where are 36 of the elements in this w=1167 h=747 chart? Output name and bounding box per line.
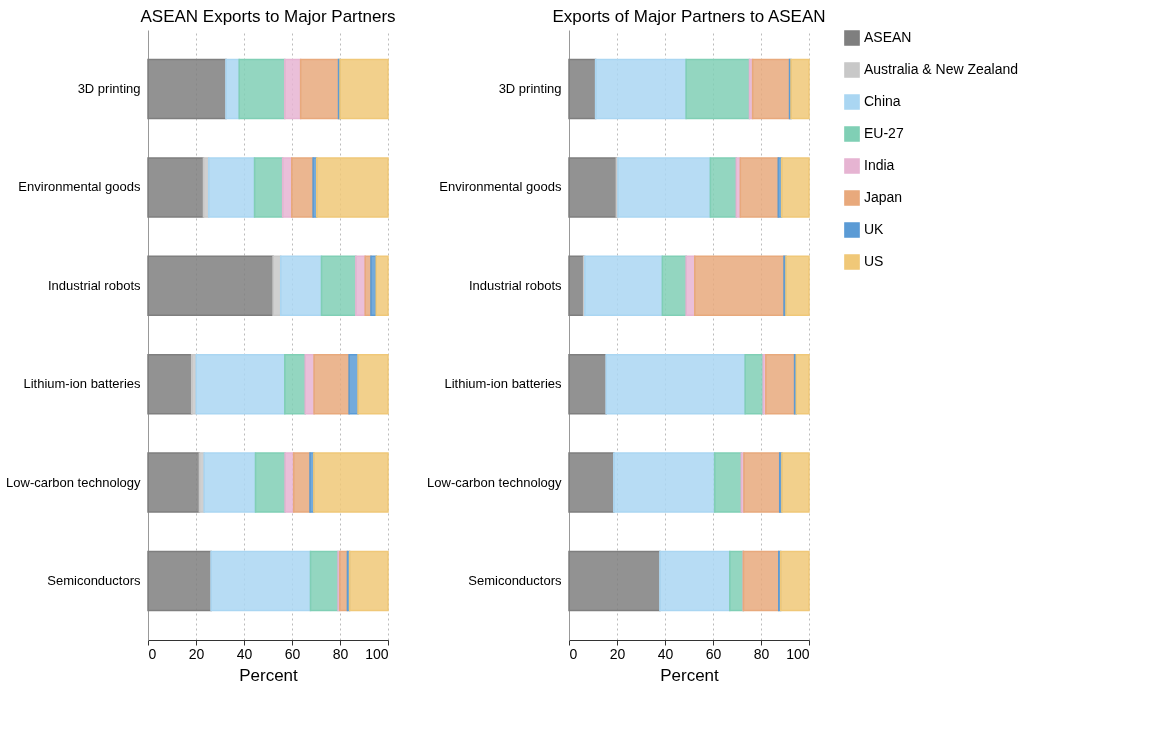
y-tick-label: Low-carbon technology (6, 474, 141, 490)
chart-title: ASEAN Exports to Major Partners (140, 7, 396, 26)
y-tick-label: Semiconductors (47, 572, 141, 588)
legend-label: US (864, 253, 884, 269)
x-tick-label: 20 (188, 645, 205, 662)
x-tick-label: 0 (148, 645, 157, 662)
y-tick-label: 3D printing (498, 81, 562, 97)
x-tick-label: 80 (753, 645, 770, 662)
y-tick-label: Lithium-ion batteries (23, 376, 141, 392)
x-tick-label: 40 (236, 645, 253, 662)
x-tick-label: 60 (705, 645, 722, 662)
legend-label: EU-27 (864, 125, 904, 141)
legend-label: Japan (864, 189, 903, 205)
x-tick-label: 100 (786, 645, 810, 662)
x-tick-label: 100 (365, 645, 389, 662)
y-tick-label: Lithium-ion batteries (444, 376, 562, 392)
x-tick-label: 60 (284, 645, 301, 662)
legend-label: ASEAN (864, 29, 912, 45)
y-tick-label: Environmental goods (18, 179, 141, 195)
y-tick-label: Industrial robots (48, 277, 141, 293)
x-tick-label: 20 (609, 645, 626, 662)
x-tick-label: 80 (332, 645, 349, 662)
y-tick-label: Semiconductors (468, 572, 562, 588)
legend-label: China (864, 93, 901, 109)
y-tick-label: Industrial robots (469, 277, 562, 293)
x-tick-label: 40 (657, 645, 674, 662)
x-tick-label: 0 (569, 645, 578, 662)
legend-label: Australia & New Zealand (864, 61, 1019, 77)
x-axis-title: Percent (239, 665, 299, 685)
y-tick-label: Environmental goods (439, 179, 562, 195)
y-tick-label: 3D printing (77, 81, 141, 97)
chart-title: Exports of Major Partners to ASEAN (552, 7, 826, 26)
legend-label: UK (864, 221, 885, 237)
y-tick-label: Low-carbon technology (427, 474, 562, 490)
legend-label: India (864, 157, 895, 173)
x-axis-title: Percent (660, 665, 720, 685)
